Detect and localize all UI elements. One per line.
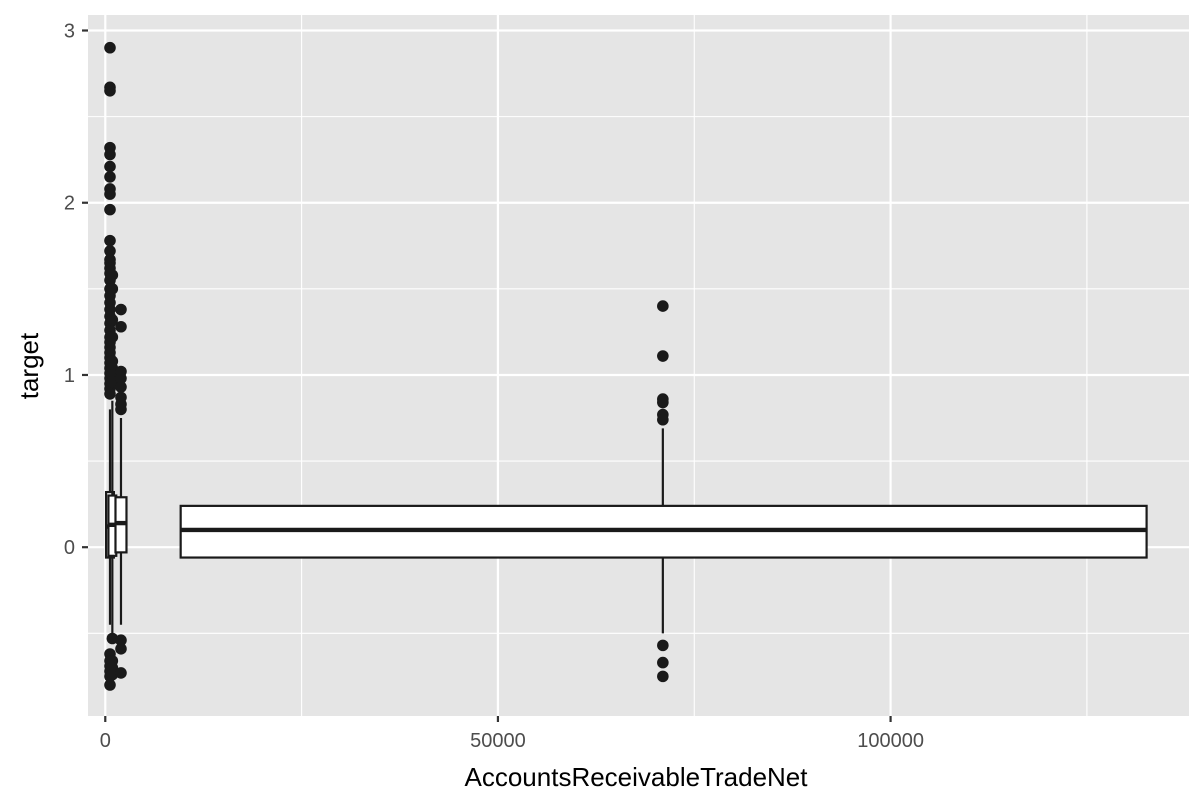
- y-tick-label: 2: [64, 193, 75, 215]
- outlier-point: [657, 300, 669, 312]
- outlier-point: [104, 203, 116, 216]
- outlier-point: [104, 388, 116, 400]
- x-tick-label: 100000: [857, 730, 924, 752]
- y-tick-label: 3: [64, 21, 75, 43]
- outlier-point: [115, 643, 127, 655]
- box-group: [179, 300, 1148, 683]
- minor-gridlines: [88, 15, 1189, 716]
- outlier-point: [106, 632, 119, 645]
- outlier-point: [115, 634, 127, 647]
- x-tick-label: 0: [100, 730, 111, 752]
- outlier-point: [106, 668, 119, 681]
- x-tick-label: 50000: [470, 730, 526, 752]
- outlier-point: [115, 403, 127, 416]
- plot-panel: [88, 15, 1189, 716]
- outlier-point: [104, 41, 116, 54]
- outlier-point: [657, 396, 669, 409]
- outlier-point: [104, 171, 116, 183]
- outlier-point: [104, 234, 116, 247]
- outlier-point: [106, 331, 119, 343]
- outlier-point: [115, 381, 127, 393]
- outlier-point: [104, 679, 116, 691]
- box-group: [114, 303, 128, 679]
- outlier-point: [104, 245, 116, 257]
- outlier-point: [115, 667, 127, 679]
- axes: 0 50000 100000 0 1 2 3: [64, 21, 924, 752]
- y-tick-label: 0: [64, 537, 75, 559]
- outlier-point: [104, 188, 116, 200]
- y-tick-label: 1: [64, 365, 75, 387]
- outlier-point: [104, 84, 116, 97]
- outlier-point: [106, 269, 119, 281]
- chart-marks: [104, 41, 1148, 691]
- outlier-point: [115, 372, 127, 385]
- outlier-point: [106, 314, 119, 326]
- outlier-point: [104, 160, 116, 173]
- outlier-point: [657, 350, 669, 362]
- outlier-point: [657, 670, 669, 683]
- outlier-point: [104, 148, 116, 161]
- outlier-point: [115, 303, 127, 316]
- outlier-point: [657, 413, 669, 426]
- y-axis-title: target: [14, 332, 44, 399]
- outlier-point: [657, 656, 669, 669]
- x-axis-title: AccountsReceivableTradeNet: [465, 762, 809, 792]
- outlier-point: [106, 283, 119, 295]
- outlier-point: [115, 320, 127, 333]
- outlier-point: [657, 639, 669, 652]
